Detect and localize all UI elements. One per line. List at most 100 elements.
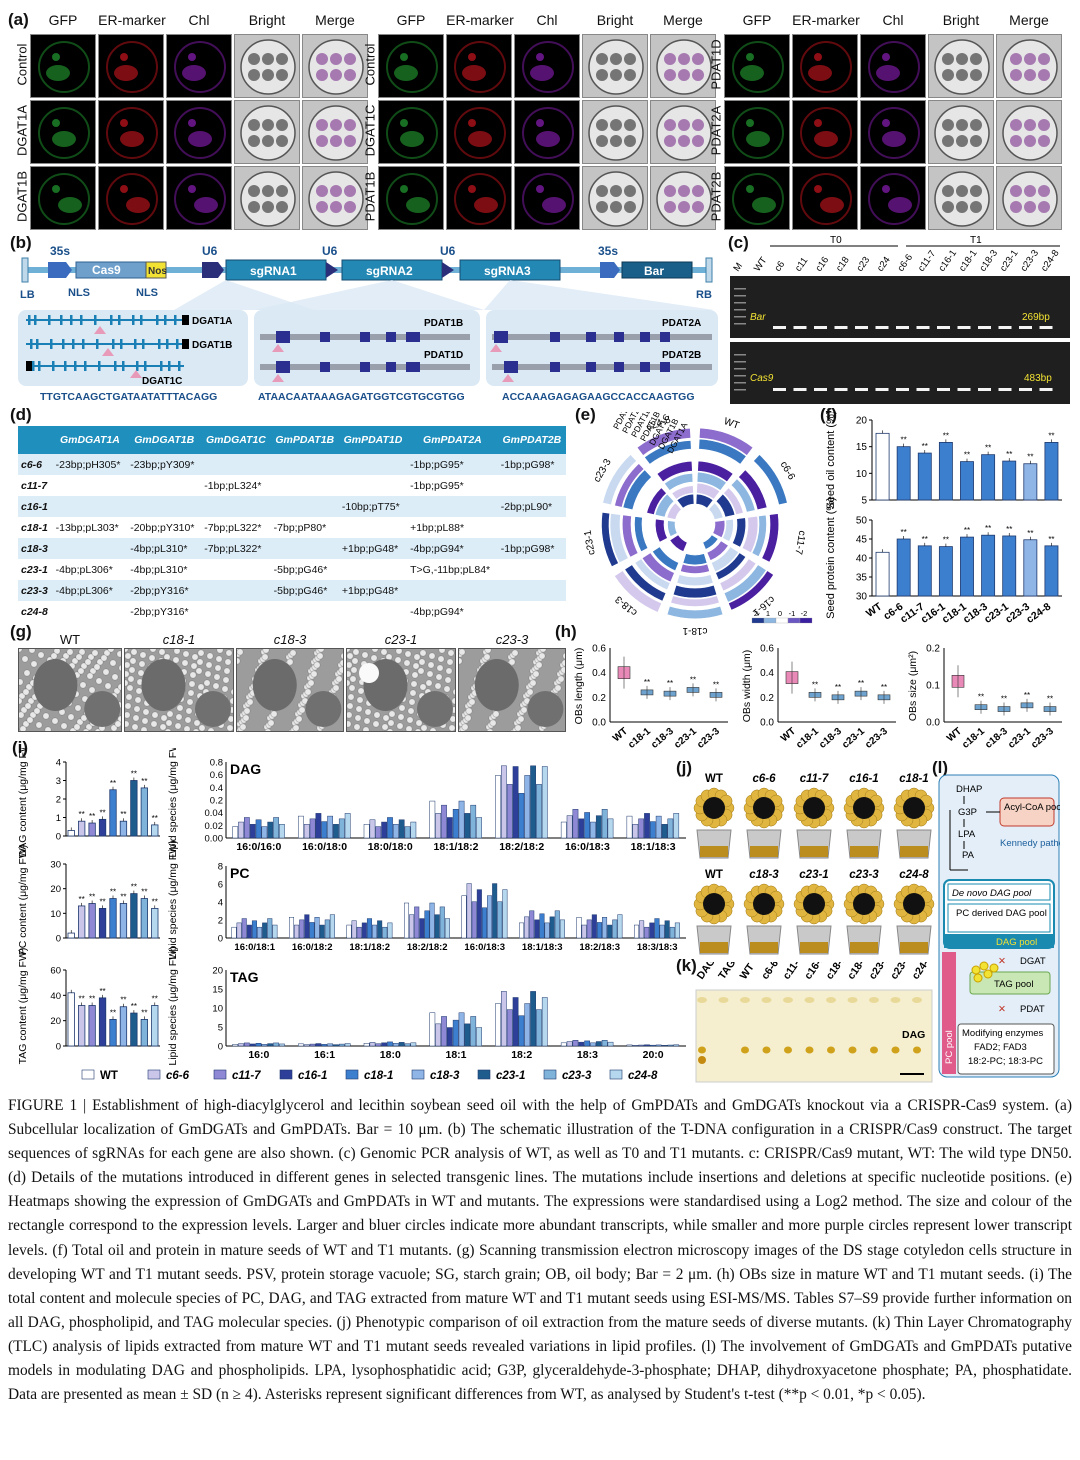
gene-dgat1a: DGAT1A [192,316,232,327]
species-bar [255,1043,262,1047]
seed-cluster [853,797,875,819]
species-bar [398,819,405,839]
sig-marker: ** [1006,525,1012,534]
column-header: GFP [742,12,772,28]
table-cell: +1bp;pG48* [338,538,408,559]
bar [896,538,911,597]
block-sgrna2: sgRNA2 [366,264,413,278]
heatmap-segment [634,478,660,513]
micrograph-cell [302,100,368,164]
species-bar [435,813,442,839]
table-cell: -7bp;pL322* [201,538,271,559]
species-bar [261,826,268,839]
table-cell: -10bp;pT75* [338,496,408,517]
species-bar [470,1016,477,1047]
species-bar [309,1043,316,1047]
heatmap-segment [696,471,727,491]
panel-k-letter: (k) [676,956,697,975]
y-tick: 4 [56,758,61,769]
table-cell: -4bp;pL310* [127,538,202,559]
j-label: c6-6 [752,773,776,785]
seed-cluster [903,893,925,915]
species-bar [584,1040,590,1047]
species-bar [321,1044,328,1047]
heatmap-segment [723,564,767,603]
species-bar [255,819,262,839]
tlc-spot [805,1046,814,1054]
species-label: 16:0/16:0 [236,841,281,853]
svg-text:**: ** [690,675,696,684]
column-header: Merge [315,12,355,28]
species-bar [441,1016,447,1047]
sig-marker: ** [99,897,105,906]
heatmap-segment [624,564,667,602]
sig-marker: ** [89,812,95,821]
tlc-lane-label: c23-1 [867,962,892,982]
micrograph-cell [792,100,858,164]
species-bar [576,917,582,939]
species-bar [586,919,592,939]
species-bar [441,804,447,839]
table-cell [407,496,498,517]
heatmap-segment [697,460,734,483]
micrograph-cell [234,34,300,98]
species-bar [492,883,498,939]
species-bar [519,922,525,939]
i-ylabel: DAG content (μg/mg FW) [17,748,29,857]
y-tick: 1 [56,813,61,824]
micrograph-cell [302,34,368,98]
species-bar [506,1009,513,1047]
species-bar [649,922,655,939]
species-bar [319,924,325,939]
seed-cluster [753,893,775,915]
table-cell [497,601,566,622]
table-row: c6-6 -23bp;pH305* -23bp;pY309* -1bp;pG95* -1… [18,454,566,475]
heatmap-segment [646,487,667,516]
legend-label: WT [100,1070,118,1082]
table-header: GmPDAT1D [338,426,408,454]
micrograph-cell [378,100,444,164]
heatmap-segment [761,513,779,563]
y-tick: 0.8 [210,758,223,769]
table-cell: -2bp;pY316* [127,580,202,601]
sig-marker: ** [89,994,95,1003]
gel-lane-label: M [731,261,745,274]
micrograph-cell [30,34,96,98]
y-tick: 15 [212,985,223,996]
figure-caption: FIGURE 1 | Establishment of high-diacylg… [8,1094,1072,1407]
node-pc-derived-dag: PC derived DAG pool [956,908,1047,919]
species-bar [601,809,608,839]
panel-e-letter: (e) [575,405,596,424]
species-bar [279,1043,285,1047]
tlc-lane-label: c6-6 [759,962,781,982]
species-label: 16:0/18:3 [464,942,505,953]
promoter-35s-1: 35s [50,244,70,258]
species-bar [272,924,278,939]
species-bar [366,918,372,939]
species-bar [669,926,675,939]
micrograph-cell [234,100,300,164]
y-tick: 0.04 [205,808,224,819]
species-bar [419,918,425,939]
species-bar [632,1045,639,1047]
sig-marker: ** [943,536,949,545]
gel-lane-label: c18-1 [957,248,980,274]
sig-marker: ** [141,888,147,897]
species-bar [673,1044,680,1047]
table-cell: -4bp;pL306* [52,580,128,601]
row-label: PDAT1D [708,39,724,90]
species-label: 18:2/18:2 [407,942,448,953]
species-bar [634,924,640,939]
species-bar [659,924,665,939]
species-label: 16:0/18:2 [292,942,333,953]
bar [98,997,107,1047]
bar [896,446,911,501]
bar [78,820,86,837]
row-label: DGAT1C [362,104,378,157]
heatmap-segment [698,427,754,456]
gel-band [998,388,1012,391]
species-bar [530,765,536,839]
sig-marker: ** [985,444,991,453]
sig-marker: ** [964,451,970,460]
bar [875,551,890,597]
